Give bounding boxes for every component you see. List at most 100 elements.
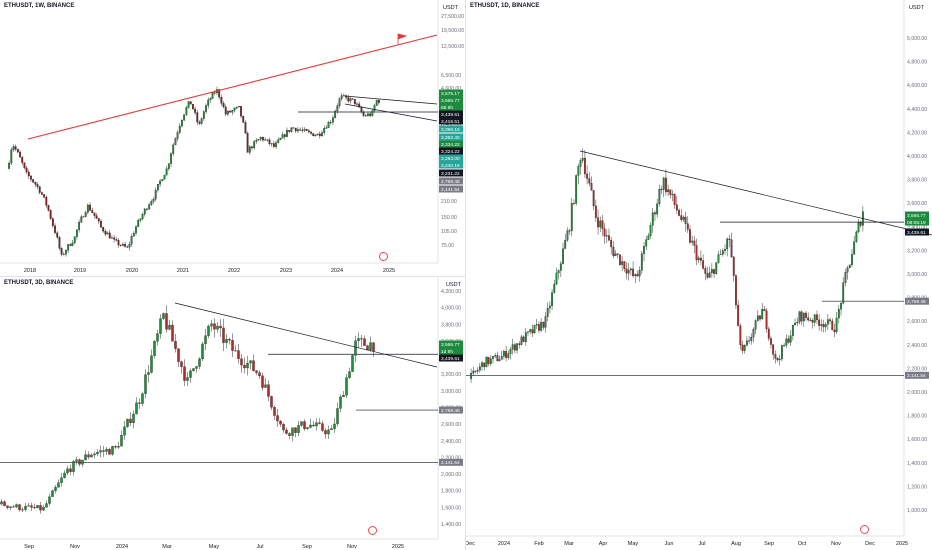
price-label: 3,283.00 bbox=[441, 156, 460, 162]
candle-body bbox=[765, 310, 768, 330]
y-tick-label: 210.00 bbox=[441, 199, 457, 205]
candle-body bbox=[91, 210, 94, 213]
axis-unit: USDT bbox=[909, 5, 924, 11]
candle-body bbox=[557, 270, 560, 274]
candle-body bbox=[12, 506, 15, 508]
candle-body bbox=[86, 204, 89, 213]
x-tick-label: Aug bbox=[731, 541, 741, 547]
candle-body bbox=[301, 129, 304, 131]
candle-body bbox=[336, 105, 339, 112]
weekly-chart-pane[interactable]: ETHUSDT, 1W, BINANCE USDT 27,500.00 19,50… bbox=[0, 0, 465, 276]
y-tick-label: 1,400.00 bbox=[907, 461, 927, 467]
candle-body bbox=[198, 358, 201, 367]
candle-body bbox=[369, 113, 372, 116]
candle-body bbox=[702, 260, 705, 269]
candle-body bbox=[146, 208, 148, 210]
candle-body bbox=[516, 343, 518, 351]
y-tick-label: 12,500.00 bbox=[441, 44, 464, 50]
candle-body bbox=[258, 372, 261, 377]
candle-body bbox=[357, 338, 360, 341]
daily-chart-svg[interactable]: 5,000.00 4,800.00 4,600.00 4,400.00 4,200.00… bbox=[466, 0, 932, 550]
candle-body bbox=[568, 230, 571, 232]
candle-body bbox=[34, 182, 37, 185]
candle-body bbox=[848, 264, 851, 268]
price-label-box bbox=[439, 177, 463, 185]
price-label-box bbox=[439, 117, 463, 125]
candle-body bbox=[507, 353, 510, 358]
candle-body bbox=[305, 129, 308, 131]
candle-body bbox=[542, 321, 545, 328]
candle-body bbox=[240, 358, 243, 366]
x-tick-label: Jul bbox=[256, 544, 263, 550]
candle-body bbox=[781, 345, 783, 360]
candle-body bbox=[752, 328, 755, 338]
candle-body bbox=[700, 257, 702, 261]
daily-chart-pane[interactable]: ETHUSDT, 1D, BINANCE USDT 5,000.00 4,800.… bbox=[466, 0, 932, 550]
candle-body bbox=[809, 319, 812, 321]
candle-body bbox=[369, 342, 372, 351]
candle-body bbox=[608, 235, 610, 241]
y-tick-label: 4,400.00 bbox=[907, 107, 927, 113]
candle-body bbox=[555, 272, 558, 285]
candle-body bbox=[228, 339, 231, 341]
candle-body bbox=[706, 273, 709, 278]
candle-body bbox=[682, 216, 685, 220]
pane-divider-vertical[interactable] bbox=[465, 0, 466, 550]
candle-body bbox=[161, 179, 164, 182]
threeday-chart-pane[interactable]: ETHUSDT, 3D, BINANCE USDT 4,200.00 4,000.… bbox=[0, 277, 465, 550]
candle-body bbox=[297, 129, 299, 132]
candle-body bbox=[787, 338, 790, 343]
candle-body bbox=[242, 115, 245, 123]
candle-body bbox=[23, 162, 26, 169]
candle-body bbox=[470, 373, 473, 379]
x-tick-label: 2025 bbox=[896, 541, 908, 547]
candle-body bbox=[748, 340, 750, 342]
candle-body bbox=[108, 232, 111, 239]
y-tick-label: 1,600.00 bbox=[441, 505, 461, 511]
candle-body bbox=[778, 358, 781, 361]
candle-body bbox=[89, 204, 91, 211]
candle-body bbox=[156, 184, 159, 191]
compass-icon[interactable] bbox=[379, 252, 388, 261]
threeday-chart-svg[interactable]: 4,200.004,000.003,800.003,600.003,400.00… bbox=[0, 277, 465, 550]
candle-body bbox=[51, 490, 54, 497]
y-tick-label: 2,600.00 bbox=[441, 422, 461, 428]
candle-body bbox=[15, 504, 18, 508]
candle-body bbox=[625, 268, 628, 274]
candle-body bbox=[139, 218, 142, 221]
y-tick-label: 3,000.00 bbox=[441, 389, 461, 395]
candle-body bbox=[487, 357, 490, 364]
pane-divider-horizontal[interactable] bbox=[0, 276, 465, 277]
candle-body bbox=[9, 506, 12, 508]
candle-body bbox=[518, 343, 521, 345]
candle-body bbox=[220, 97, 223, 104]
candle-body bbox=[154, 189, 157, 200]
compass-icon[interactable] bbox=[860, 525, 869, 534]
candle-body bbox=[246, 362, 249, 369]
candle-body bbox=[770, 338, 772, 345]
candle-body bbox=[32, 179, 35, 183]
axis-unit: USDT bbox=[443, 5, 458, 11]
compass-icon[interactable] bbox=[368, 526, 377, 535]
y-tick-label: 2,000.00 bbox=[907, 390, 927, 396]
candle-body bbox=[14, 146, 17, 150]
candle-body bbox=[124, 243, 126, 247]
weekly-chart-svg[interactable]: 27,500.00 19,500.00 12,500.00 6,500.00 4,600… bbox=[0, 0, 465, 276]
candle-body bbox=[483, 362, 486, 368]
candle-body bbox=[693, 240, 696, 246]
candle-body bbox=[119, 244, 122, 246]
candle-body bbox=[531, 329, 534, 334]
price-label: 3,566.77 bbox=[441, 98, 460, 104]
candle-body bbox=[297, 425, 300, 433]
candle-body bbox=[225, 339, 228, 343]
candle-body bbox=[559, 263, 562, 271]
price-label: 3,231.22 bbox=[441, 171, 460, 177]
candle-body bbox=[345, 377, 348, 396]
candle-body bbox=[266, 139, 269, 141]
candle-body bbox=[321, 423, 324, 431]
candle-body bbox=[288, 130, 291, 132]
candle-body bbox=[315, 422, 318, 427]
candle-body bbox=[354, 340, 357, 356]
candle-body bbox=[105, 449, 108, 452]
candle-body bbox=[177, 348, 180, 362]
